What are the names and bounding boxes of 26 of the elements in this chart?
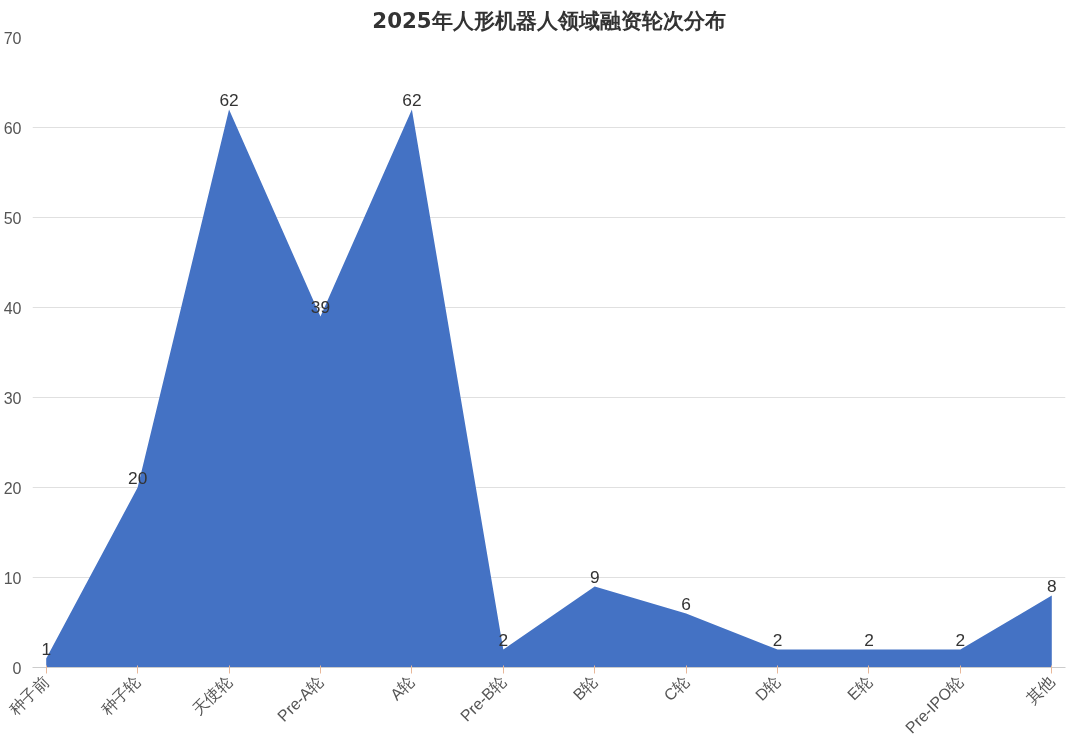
data-label: 62 [219,89,239,110]
data-label: 62 [402,89,422,110]
data-label: 2 [864,629,874,650]
y-tick-label: 20 [3,479,22,497]
x-tick-label: 种子轮 [97,672,144,719]
data-label: 1 [41,638,52,659]
x-tick-label: 其他 [1023,672,1058,708]
y-tick-label: 10 [3,569,22,587]
x-tick-label: C轮 [660,672,693,704]
x-tick-label: D轮 [752,672,784,704]
data-label: 6 [681,593,691,614]
data-label: 8 [1046,575,1057,596]
data-label: 9 [589,566,600,587]
y-tick-label: 50 [3,209,22,227]
x-tick-label: A轮 [387,672,418,704]
y-tick-label: 70 [3,29,22,47]
y-tick-label: 60 [3,119,22,137]
chart-title: 2025年人形机器人领域融资轮次分布 [372,7,726,33]
data-label: 2 [955,629,966,650]
y-tick-label: 40 [3,299,22,317]
y-tick-label: 0 [12,659,22,677]
x-tick-label: 天使轮 [189,672,236,719]
y-tick-label: 30 [3,389,22,407]
data-label: 2 [772,629,783,650]
x-tick-label: E轮 [844,672,875,704]
x-tick-label: B轮 [569,672,601,704]
